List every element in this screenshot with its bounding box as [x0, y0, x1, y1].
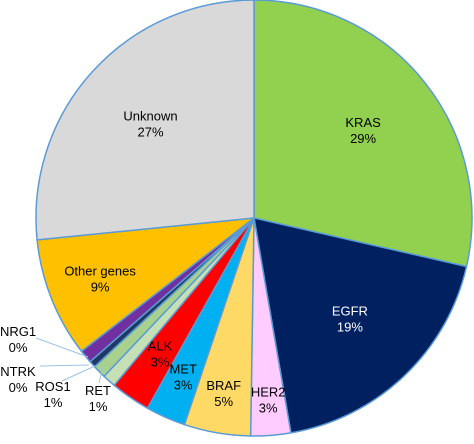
pie-slice-unknown — [35, 0, 255, 241]
pie-slice-egfr — [253, 217, 468, 434]
slice-label-alk: ALK 3% — [148, 338, 173, 369]
slice-label-ntrk: NTRK 0% — [0, 364, 36, 395]
slice-label-her2: HER2 3% — [251, 385, 286, 416]
slice-label-other-genes: Other genes 9% — [64, 263, 136, 294]
pie-slices — [35, 0, 473, 437]
slice-label-egfr: EGFR 19% — [332, 303, 368, 334]
slice-label-braf: BRAF 5% — [206, 378, 241, 409]
leader-line-ntrk — [39, 364, 90, 367]
slice-label-ret: RET 1% — [85, 383, 111, 414]
slice-label-ros1: ROS1 1% — [35, 379, 70, 410]
slice-label-kras: KRAS 29% — [345, 115, 381, 146]
pie-slice-kras — [253, 0, 473, 268]
slice-label-nrg1: NRG1 0% — [0, 324, 36, 355]
slice-labels: KRAS 29% EGFR 19% HER2 3% BRAF 5% MET 3%ALK 3% RET 1… — [0, 108, 381, 415]
leader-line-ret — [98, 365, 104, 384]
slice-label-met: MET 3% — [169, 361, 197, 392]
leader-line-ros1 — [61, 365, 96, 382]
pie-slice-other-genes — [36, 217, 255, 353]
leader-line-nrg1 — [35, 337, 89, 358]
leader-lines — [35, 337, 104, 384]
slice-label-unknown: Unknown 27% — [123, 108, 177, 139]
